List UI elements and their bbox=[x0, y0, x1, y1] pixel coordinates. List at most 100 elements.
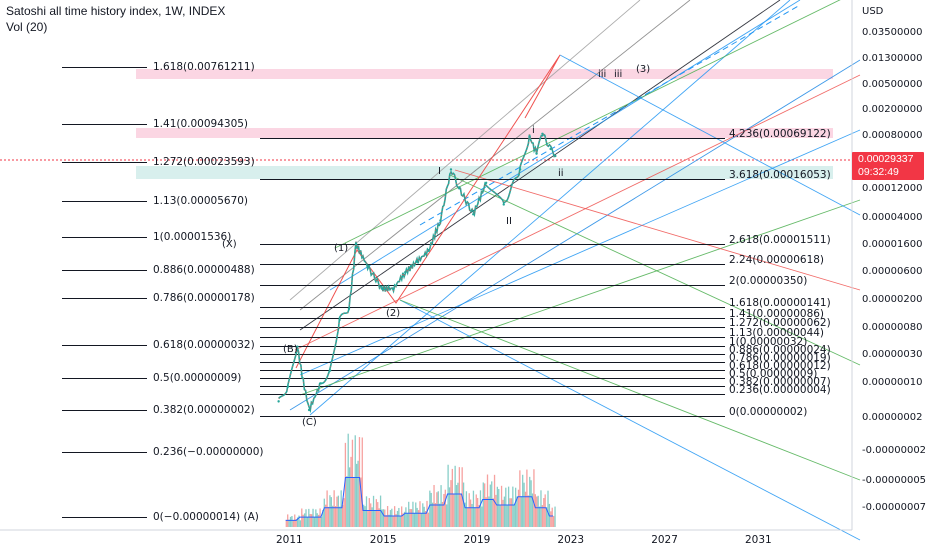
volume-bar bbox=[450, 480, 452, 527]
volume-bar bbox=[308, 508, 310, 527]
trend-channel-line bbox=[559, 54, 861, 216]
volume-bar bbox=[292, 520, 294, 527]
volume-bar bbox=[302, 514, 304, 527]
price-point bbox=[449, 168, 453, 171]
volume-bar bbox=[429, 490, 431, 527]
price-point bbox=[549, 147, 552, 151]
volume-bar bbox=[382, 509, 385, 527]
volume-bar bbox=[510, 498, 513, 527]
trend-channel-line bbox=[299, 0, 691, 311]
volume-bar bbox=[500, 485, 503, 527]
fib-left-label: 0(−0.00000014) (A) bbox=[153, 511, 259, 523]
volume-bar bbox=[343, 498, 345, 527]
trend-channel-line bbox=[399, 299, 861, 481]
volume-bar bbox=[543, 498, 545, 527]
volume-bar bbox=[479, 490, 482, 527]
volume-bar bbox=[363, 504, 365, 527]
volume-bar bbox=[393, 506, 396, 527]
trend-channel-line bbox=[334, 0, 841, 249]
price-point bbox=[528, 135, 531, 138]
price-point bbox=[338, 318, 341, 322]
fib-left-label: 1.13(0.00005670) bbox=[153, 195, 248, 207]
fib-right-label: 0.886(0.00000024) bbox=[729, 344, 831, 356]
volume-bar bbox=[368, 498, 370, 527]
wave-label: (1) bbox=[334, 243, 348, 254]
price-axis-tick: 0.00500000 bbox=[862, 79, 922, 90]
time-axis-tick: 2015 bbox=[370, 534, 397, 546]
price-axis-tick: 0.00000030 bbox=[862, 349, 922, 360]
volume-bar bbox=[534, 494, 536, 527]
volume-bar bbox=[541, 505, 544, 527]
volume-bar bbox=[364, 506, 366, 527]
volume-bar bbox=[464, 502, 466, 527]
volume-bar bbox=[488, 496, 490, 527]
wave-label: II bbox=[506, 216, 512, 227]
price-point bbox=[457, 187, 461, 190]
fib-left-label: 1.618(0.00761211) bbox=[153, 61, 255, 73]
volume-bar bbox=[337, 495, 340, 527]
fib-left-label: 0.618(0.00000032) bbox=[153, 339, 255, 351]
volume-bar bbox=[372, 495, 375, 527]
fib-right-label: 0.5(0.00000009) bbox=[729, 368, 817, 380]
volume-bar bbox=[472, 490, 475, 527]
bar-countdown: 09:32:49 bbox=[858, 166, 899, 178]
volume-bar bbox=[348, 467, 351, 527]
volume-bar bbox=[385, 515, 387, 527]
volume-bar bbox=[517, 489, 520, 527]
volume-bar bbox=[303, 513, 306, 527]
volume-bar bbox=[453, 493, 455, 527]
volume-bar bbox=[550, 511, 552, 527]
volume-bar bbox=[482, 482, 484, 527]
volume-bar bbox=[360, 477, 362, 527]
fib-right-label: 1.41(0.00000086) bbox=[729, 308, 824, 320]
volume-bar bbox=[540, 490, 542, 527]
last-price-tag: 0.00029337 09:32:49 bbox=[852, 152, 924, 180]
volume-bar bbox=[506, 504, 508, 527]
fib-left-label: 1.272(0.00023593) bbox=[153, 156, 255, 168]
trend-channel-line bbox=[294, 74, 861, 351]
volume-bar bbox=[409, 508, 411, 527]
volume-bar bbox=[398, 507, 400, 527]
fib-right-label: 0.786(0.00000019) bbox=[729, 352, 831, 364]
volume-bar bbox=[327, 506, 330, 527]
volume-bar bbox=[520, 496, 522, 527]
volume-bar bbox=[448, 487, 451, 527]
time-axis-tick: 2011 bbox=[276, 534, 303, 546]
volume-bar bbox=[315, 509, 317, 527]
volume-bar bbox=[507, 486, 510, 527]
price-point bbox=[366, 265, 369, 268]
fib-right-label: 2.24(0.00000618) bbox=[729, 254, 824, 266]
fib-right-label: 0(0.00000002) bbox=[729, 406, 807, 418]
volume-bar bbox=[447, 464, 449, 527]
volume-bar bbox=[367, 510, 369, 527]
volume-bar bbox=[339, 506, 341, 527]
volume-bar bbox=[454, 465, 456, 527]
volume-bar bbox=[512, 486, 514, 527]
volume-bar bbox=[455, 485, 458, 527]
volume-bar bbox=[391, 508, 393, 527]
trend-channel-line bbox=[329, 0, 801, 291]
price-axis-tick: 0.01300000 bbox=[862, 53, 922, 64]
fib-left-label: 0.382(0.00000002) bbox=[153, 404, 255, 416]
volume-bar bbox=[361, 437, 363, 527]
volume-bar bbox=[467, 507, 469, 527]
trend-channel-line bbox=[399, 299, 861, 541]
volume-bar bbox=[341, 505, 344, 527]
volume-ma-line bbox=[285, 477, 553, 521]
wave-label: (3) bbox=[636, 64, 650, 75]
price-point bbox=[392, 287, 395, 290]
volume-bar bbox=[289, 516, 292, 527]
fib-left-label: 1.41(0.00094305) bbox=[153, 118, 248, 130]
volume-bar bbox=[310, 514, 313, 527]
volume-bar bbox=[424, 511, 427, 527]
volume-bar bbox=[433, 485, 435, 527]
volume-bar bbox=[503, 496, 506, 527]
volume-bar bbox=[440, 485, 442, 527]
volume-bar bbox=[386, 506, 389, 527]
volume-bar bbox=[420, 513, 423, 527]
volume-bar bbox=[502, 499, 504, 527]
volume-bar bbox=[313, 517, 316, 527]
volume-indicator-label[interactable]: Vol (20) bbox=[6, 20, 48, 34]
